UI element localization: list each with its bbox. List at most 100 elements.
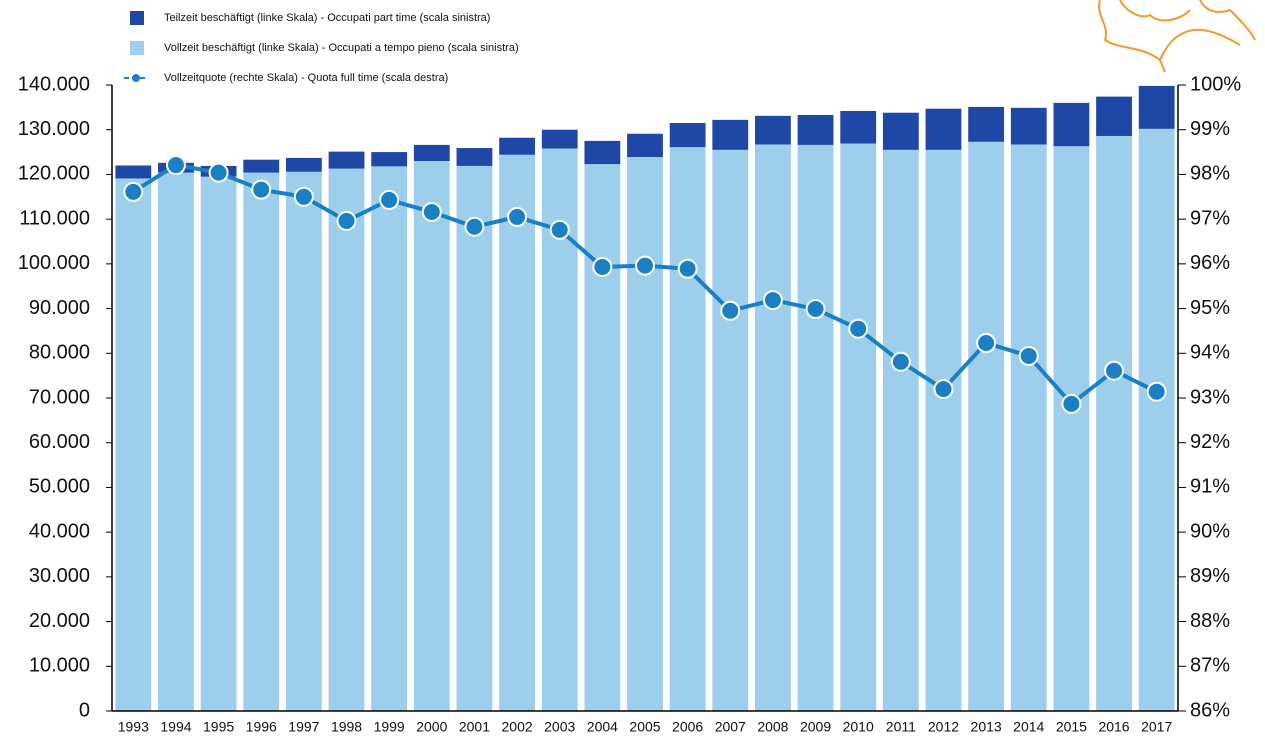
y2-tick-label: 96% (1190, 252, 1230, 274)
x-tick-label: 2005 (629, 719, 660, 735)
y2-tick-label: 86% (1190, 699, 1230, 721)
y2-tick-label: 90% (1190, 520, 1230, 542)
point (379, 189, 400, 210)
bar (1096, 135, 1132, 711)
bar (1053, 146, 1090, 712)
point (293, 186, 314, 207)
bar (1138, 128, 1175, 711)
bar (712, 149, 749, 712)
y-tick-label: 100.000 (18, 252, 90, 274)
point (976, 333, 997, 354)
bar (328, 151, 365, 169)
point (1018, 345, 1039, 366)
y-tick-label: 10.000 (29, 655, 90, 677)
bar (669, 147, 706, 712)
point (762, 290, 783, 311)
bar (456, 165, 493, 711)
y2-tick-label: 92% (1190, 431, 1230, 453)
point (592, 256, 613, 277)
bar (243, 159, 280, 173)
point (805, 299, 826, 320)
x-tick-label: 2007 (715, 719, 746, 735)
x-tick-label: 2004 (587, 719, 618, 735)
point (890, 351, 911, 372)
bar (1096, 96, 1132, 136)
y-tick-label: 30.000 (29, 565, 90, 587)
x-tick-label: 1996 (246, 719, 277, 735)
bar (158, 172, 194, 711)
x-tick-label: 1995 (203, 719, 234, 735)
point (635, 255, 655, 276)
x-tick-label: 2001 (459, 719, 490, 735)
point (549, 219, 570, 240)
x-tick-label: 2000 (416, 719, 447, 735)
legend-label: Vollzeit beschäftigt (linke Skala) - Occ… (164, 42, 519, 54)
bar (1010, 144, 1047, 712)
bar (840, 143, 877, 712)
y2-tick-label: 89% (1190, 565, 1230, 587)
point (208, 162, 229, 183)
bar (755, 144, 791, 712)
x-tick-label: 2015 (1056, 719, 1087, 735)
y-tick-label: 0 (79, 699, 90, 721)
bar (968, 141, 1005, 712)
logo (1097, 0, 1256, 73)
x-tick-label: 2011 (886, 719, 916, 735)
bar (925, 108, 962, 150)
x-tick-label: 1993 (118, 719, 149, 735)
y2-tick-label: 95% (1190, 297, 1230, 319)
x-tick-label: 2006 (672, 719, 703, 735)
bar (115, 178, 152, 711)
x-tick-label: 2014 (1013, 719, 1044, 735)
bar (840, 110, 877, 144)
point (421, 201, 442, 222)
bar (371, 166, 408, 711)
point (251, 179, 272, 200)
point (1104, 360, 1125, 381)
x-tick-label: 2016 (1098, 719, 1129, 735)
point (677, 258, 698, 279)
y2-tick-label: 100% (1190, 73, 1241, 95)
point (165, 155, 186, 176)
x-tick-label: 1999 (374, 719, 405, 735)
bar (499, 137, 535, 155)
x-tick-label: 1998 (331, 719, 362, 735)
bar (584, 140, 621, 165)
x-tick-label: 2012 (928, 719, 959, 735)
point (1146, 381, 1167, 402)
bar (925, 149, 962, 712)
y2-tick-label: 94% (1190, 342, 1230, 364)
y-tick-label: 80.000 (29, 342, 90, 364)
point (507, 206, 528, 227)
bar (882, 149, 919, 712)
bar (499, 154, 535, 712)
legend-swatch (132, 74, 140, 82)
y-tick-label: 130.000 (18, 118, 90, 140)
x-tick-label: 2010 (843, 719, 874, 735)
bar (882, 112, 919, 150)
bar (797, 114, 834, 145)
bar (115, 165, 152, 179)
point (123, 181, 144, 202)
legend-label: Vollzeitquote (rechte Skala) - Quota ful… (164, 72, 448, 84)
bar (584, 164, 621, 711)
y2-tick-label: 97% (1190, 207, 1230, 229)
bar (627, 133, 663, 157)
y-tick-label: 90.000 (29, 297, 90, 319)
y2-tick-label: 87% (1190, 655, 1230, 677)
x-tick-label: 1994 (160, 719, 191, 735)
point (848, 318, 869, 339)
y-tick-label: 120.000 (18, 163, 90, 185)
x-tick-label: 2008 (757, 719, 788, 735)
bar (1138, 85, 1175, 129)
legend-swatch (130, 11, 144, 25)
bar (413, 161, 450, 711)
y-tick-label: 70.000 (29, 386, 90, 408)
y2-tick-label: 91% (1190, 476, 1230, 498)
y2-tick-label: 93% (1190, 386, 1230, 408)
bar (669, 123, 706, 148)
y-tick-label: 140.000 (18, 73, 90, 95)
bar (968, 106, 1005, 142)
bar (627, 156, 663, 712)
